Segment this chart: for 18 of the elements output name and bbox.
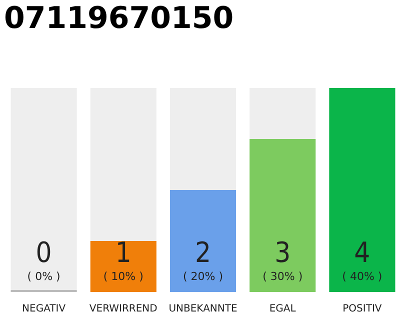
data-label: 3 ( 30% ) <box>262 236 303 283</box>
x-tick-label: VERWIRREND <box>89 304 158 315</box>
bar <box>250 139 316 292</box>
data-label: 0 ( 0% ) <box>27 236 60 283</box>
x-tick-label: EGAL <box>269 304 296 315</box>
x-tick-label: UNBEKANNTE <box>168 304 238 315</box>
data-label: 4 ( 40% ) <box>342 236 382 283</box>
bar <box>90 88 156 241</box>
bar <box>170 88 236 190</box>
chart-title: 07119670150 <box>4 0 234 36</box>
bar <box>329 88 396 292</box>
data-label: 1 ( 10% ) <box>103 236 144 283</box>
bar <box>90 241 156 292</box>
bar <box>250 88 316 139</box>
x-tick-label: NEGATIV <box>22 304 66 315</box>
data-label: 2 ( 20% ) <box>182 236 224 283</box>
x-tick-label: POSITIV <box>342 304 382 315</box>
bar <box>170 190 236 292</box>
